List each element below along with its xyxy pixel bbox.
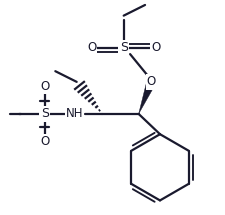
- Text: NH: NH: [65, 108, 83, 120]
- Text: O: O: [40, 135, 49, 148]
- Text: O: O: [151, 41, 160, 54]
- Text: O: O: [146, 75, 155, 88]
- Text: S: S: [119, 41, 127, 54]
- Text: S: S: [40, 108, 48, 120]
- Polygon shape: [138, 80, 155, 114]
- Text: O: O: [40, 80, 49, 93]
- Text: O: O: [87, 41, 96, 54]
